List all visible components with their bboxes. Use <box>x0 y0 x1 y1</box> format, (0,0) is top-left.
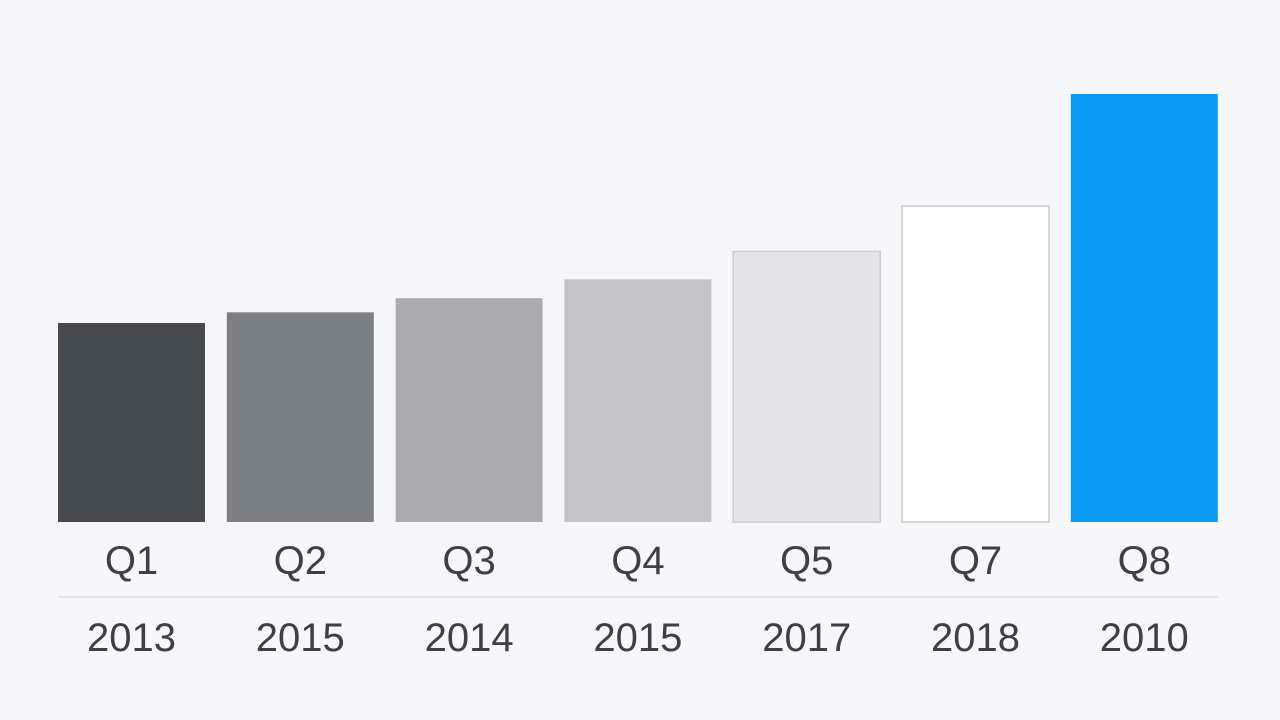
year-label-q3: 2014 <box>425 616 514 660</box>
bar-q5 <box>732 250 881 523</box>
bar-q8 <box>1070 94 1218 522</box>
year-labels: 2013 2015 2014 2015 2017 2018 2010 <box>87 616 1189 660</box>
category-label-q4: Q4 <box>611 539 664 583</box>
category-label-q3: Q3 <box>442 539 495 583</box>
category-label-q7: Q7 <box>949 539 1002 583</box>
year-label-q4: 2015 <box>593 616 682 660</box>
category-label-q5: Q5 <box>780 539 833 583</box>
bar-q1 <box>58 323 205 522</box>
year-label-q7: 2018 <box>931 616 1020 660</box>
bars-group <box>58 94 1218 523</box>
year-label-q5: 2017 <box>762 616 851 660</box>
category-label-q8: Q8 <box>1118 539 1171 583</box>
category-label-q1: Q1 <box>105 539 158 583</box>
bar-q2 <box>226 312 374 522</box>
year-label-q1: 2013 <box>87 616 176 660</box>
category-label-q2: Q2 <box>274 539 327 583</box>
bar-q4 <box>564 279 712 522</box>
year-label-q2: 2015 <box>256 616 345 660</box>
bar-q3 <box>395 298 543 522</box>
category-labels: Q1 Q2 Q3 Q4 Q5 Q7 Q8 <box>105 539 1171 583</box>
bar-q7 <box>901 205 1050 523</box>
year-label-q8: 2010 <box>1100 616 1189 660</box>
